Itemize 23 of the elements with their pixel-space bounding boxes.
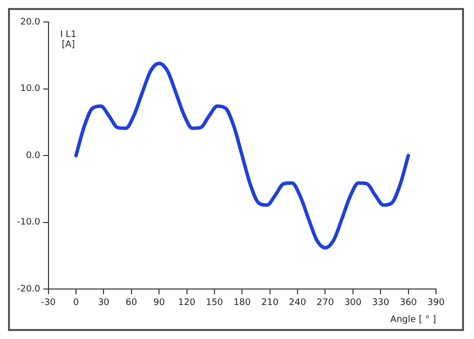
x-tick-label: 180	[234, 298, 251, 308]
x-tick-label: -30	[40, 298, 56, 308]
x-tick-label: 30	[98, 298, 110, 308]
x-tick-label: 360	[400, 298, 418, 308]
x-tick-label: 210	[261, 298, 279, 308]
x-tick-label: 240	[288, 298, 306, 308]
x-tick-label: 120	[178, 298, 196, 308]
x-tick-label: 0	[73, 298, 80, 308]
y-tick-label: 20.0	[20, 17, 41, 28]
line-series	[74, 62, 410, 250]
x-tick-label: 90	[153, 298, 166, 308]
y-tick-label: -20.0	[16, 284, 41, 295]
x-tick-label: 390	[427, 298, 445, 308]
y-tick-label: 10.0	[20, 84, 41, 94]
y-axis-title: I L1 [A]	[60, 30, 76, 50]
x-tick-label: 300	[344, 298, 362, 308]
x-tick-label: 150	[206, 298, 224, 308]
x-tick-label: 60	[126, 298, 138, 308]
y-tick-label: -10.0	[16, 218, 41, 228]
y-tick-label: 0.0	[26, 150, 41, 161]
x-tick-label: 270	[316, 298, 334, 308]
x-axis-title: Angle [ ° ]	[390, 314, 436, 325]
x-tick-label: 330	[372, 298, 390, 308]
